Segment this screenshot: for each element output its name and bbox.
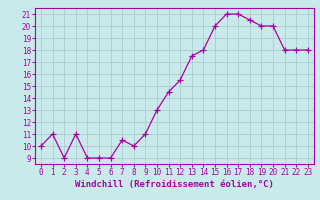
X-axis label: Windchill (Refroidissement éolien,°C): Windchill (Refroidissement éolien,°C) [75,180,274,189]
